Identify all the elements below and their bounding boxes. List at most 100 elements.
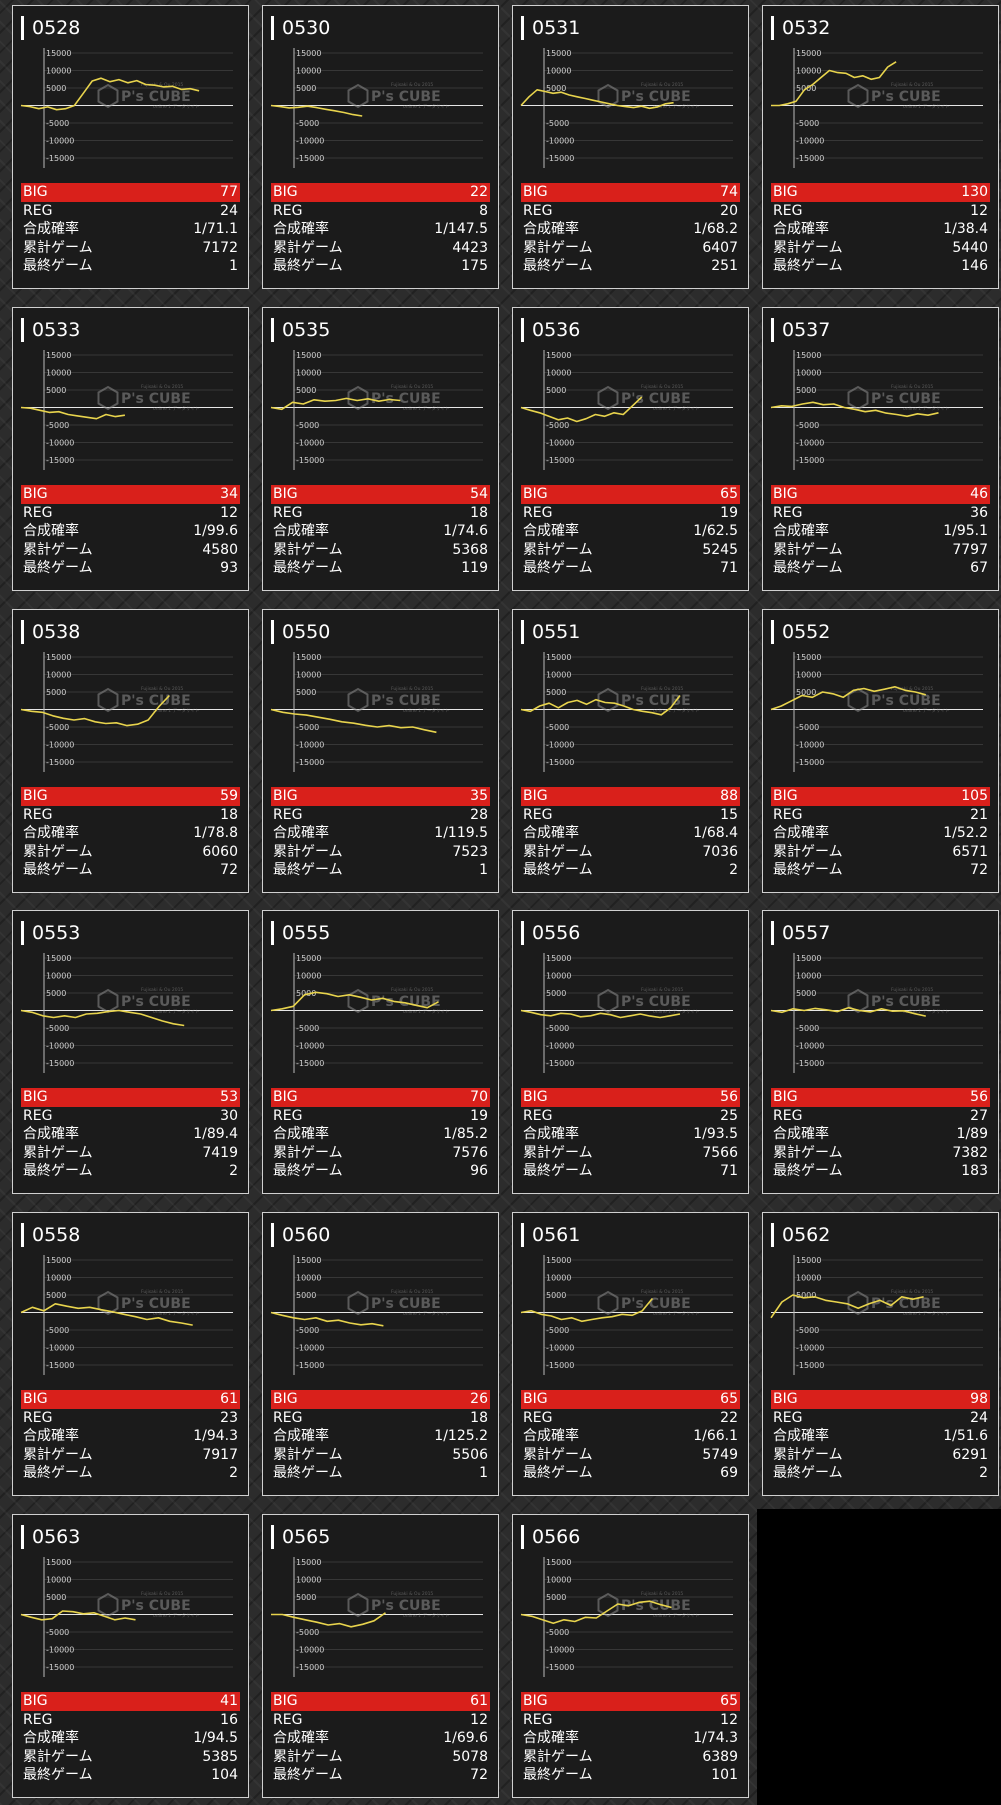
- stat-label: BIG: [23, 184, 48, 200]
- big-row: BIG 74: [521, 183, 740, 202]
- stat-label: BIG: [773, 1089, 798, 1105]
- y-tick-label: 10000: [296, 67, 321, 76]
- y-tick-label: 5000: [546, 688, 566, 697]
- y-tick-label: -5000: [796, 421, 819, 430]
- machine-card[interactable]: 0533 15000 10000 5000 -5000 -10000 -15000 P's C…: [12, 307, 249, 591]
- machine-card[interactable]: 0551 15000 10000 5000 -5000 -10000 -15000 P's C…: [512, 609, 749, 893]
- cube-icon: [597, 83, 619, 109]
- y-tick-label: -15000: [296, 1059, 324, 1068]
- machine-card[interactable]: 0561 15000 10000 5000 -5000 -10000 -15000 P's C…: [512, 1212, 749, 1496]
- stat-label: 最終ゲーム: [523, 1465, 593, 1481]
- machine-number: 0536: [521, 318, 580, 342]
- big-row: BIG 65: [521, 1692, 740, 1711]
- machine-card[interactable]: 0532 15000 10000 5000 -5000 -10000 -15000 P's C…: [762, 5, 999, 289]
- y-tick-label: 15000: [796, 351, 821, 360]
- machine-card[interactable]: 0538 15000 10000 5000 -5000 -10000 -15000 P's C…: [12, 609, 249, 893]
- y-tick-label: -5000: [46, 1024, 69, 1033]
- y-tick-label: -5000: [546, 421, 569, 430]
- y-tick-label: -10000: [546, 439, 574, 448]
- machine-card[interactable]: 0565 15000 10000 5000 -5000 -10000 -15000 P's C…: [262, 1514, 499, 1798]
- stat-value: 7036: [702, 843, 738, 860]
- stat-value: 96: [470, 1163, 488, 1179]
- stats-table: BIG 54 REG 18 合成確率 1/74.6 累計ゲーム 5368 最終ゲーム 119: [271, 485, 490, 578]
- y-tick-label: -10000: [296, 1042, 324, 1051]
- stat-value: 20: [720, 202, 738, 219]
- machine-card[interactable]: 0558 15000 10000 5000 -5000 -10000 -15000 P's C…: [12, 1212, 249, 1496]
- machine-card[interactable]: 0556 15000 10000 5000 -5000 -10000 -15000 P's C…: [512, 910, 749, 1194]
- stat-value: 46: [970, 486, 988, 502]
- watermark-subtext: Fujisaki & Ou 2015: [891, 1289, 933, 1295]
- y-tick-label: 5000: [546, 386, 566, 395]
- big-row: BIG 41: [21, 1692, 240, 1711]
- stat-label: 累計ゲーム: [773, 541, 843, 558]
- slump-line: [20, 1610, 136, 1621]
- cube-icon: [847, 83, 869, 109]
- machine-card[interactable]: 0553 15000 10000 5000 -5000 -10000 -15000 P's C…: [12, 910, 249, 1194]
- machine-card[interactable]: 0550 15000 10000 5000 -5000 -10000 -15000 P's C…: [262, 609, 499, 893]
- machine-number: 0552: [771, 620, 830, 644]
- machine-card[interactable]: 0535 15000 10000 5000 -5000 -10000 -15000 P's C…: [262, 307, 499, 591]
- machine-card[interactable]: 0536 15000 10000 5000 -5000 -10000 -15000 P's C…: [512, 307, 749, 591]
- stat-value: 7419: [202, 1144, 238, 1161]
- combined-rate-row: 合成確率 1/147.5: [271, 220, 490, 239]
- watermark-subtext: Fujisaki & Ou 2015: [641, 987, 683, 993]
- last-game-row: 最終ゲーム 71: [521, 559, 740, 578]
- stat-value: 7797: [952, 541, 988, 558]
- big-row: BIG 46: [771, 485, 990, 504]
- stat-value: 1/94.5: [193, 1730, 238, 1746]
- y-tick-label: -15000: [546, 456, 574, 465]
- machine-card[interactable]: 0530 15000 10000 5000 -5000 -10000 -15000 P's C…: [262, 5, 499, 289]
- stat-label: BIG: [773, 1391, 798, 1407]
- stat-value: 101: [711, 1767, 738, 1783]
- machine-card[interactable]: 0566 15000 10000 5000 -5000 -10000 -15000 P's C…: [512, 1514, 749, 1798]
- stat-label: 最終ゲーム: [23, 1163, 93, 1179]
- stats-table: BIG 65 REG 19 合成確率 1/62.5 累計ゲーム 5245 最終ゲーム 71: [521, 485, 740, 578]
- watermark-subtext: online 1 データサイト: [653, 1008, 699, 1015]
- stat-label: BIG: [273, 184, 298, 200]
- machine-card[interactable]: 0555 15000 10000 5000 -5000 -10000 -15000 P's C…: [262, 910, 499, 1194]
- stats-table: BIG 98 REG 24 合成確率 1/51.6 累計ゲーム 6291 最終ゲーム 2: [771, 1390, 990, 1483]
- stats-table: BIG 56 REG 25 合成確率 1/93.5 累計ゲーム 7566 最終ゲーム 71: [521, 1088, 740, 1181]
- machine-card[interactable]: 0563 15000 10000 5000 -5000 -10000 -15000 P's C…: [12, 1514, 249, 1798]
- y-tick-label: 15000: [296, 351, 321, 360]
- stat-value: 8: [479, 202, 488, 219]
- y-tick-label: 10000: [546, 1274, 571, 1283]
- stat-label: 最終ゲーム: [273, 560, 343, 576]
- reg-row: REG 21: [771, 806, 990, 825]
- total-games-row: 累計ゲーム 7419: [21, 1144, 240, 1163]
- stat-label: 合成確率: [23, 1428, 79, 1444]
- stat-value: 24: [970, 1409, 988, 1426]
- total-games-row: 累計ゲーム 7172: [21, 239, 240, 258]
- empty-area: [757, 1509, 1001, 1805]
- stats-table: BIG 35 REG 28 合成確率 1/119.5 累計ゲーム 7523 最終ゲーム 1: [271, 787, 490, 880]
- machine-number: 0556: [521, 921, 580, 945]
- machine-card[interactable]: 0528 15000 10000 5000 -5000 -10000 -15000 P's C…: [12, 5, 249, 289]
- machine-card[interactable]: 0537 15000 10000 5000 -5000 -10000 -15000 P's C…: [762, 307, 999, 591]
- y-tick-label: -15000: [796, 154, 824, 163]
- stat-label: 累計ゲーム: [273, 541, 343, 558]
- machine-card[interactable]: 0552 15000 10000 5000 -5000 -10000 -15000 P's C…: [762, 609, 999, 893]
- machine-number: 0533: [21, 318, 80, 342]
- machine-card[interactable]: 0560 15000 10000 5000 -5000 -10000 -15000 P's C…: [262, 1212, 499, 1496]
- stat-label: REG: [23, 1711, 53, 1728]
- stat-label: REG: [773, 806, 803, 823]
- machine-card[interactable]: 0557 15000 10000 5000 -5000 -10000 -15000 P's C…: [762, 910, 999, 1194]
- watermark-subtext: online 1 データサイト: [403, 707, 449, 714]
- y-tick-label: -10000: [46, 1646, 74, 1655]
- machine-card[interactable]: 0562 15000 10000 5000 -5000 -10000 -15000 P's C…: [762, 1212, 999, 1496]
- machine-number: 0565: [271, 1525, 330, 1549]
- stat-label: REG: [773, 202, 803, 219]
- y-tick-label: -10000: [46, 1042, 74, 1051]
- machine-card[interactable]: 0531 15000 10000 5000 -5000 -10000 -15000 P's C…: [512, 5, 749, 289]
- watermark-subtext: Fujisaki & Ou 2015: [391, 1289, 433, 1295]
- stat-value: 56: [970, 1089, 988, 1105]
- y-tick-label: 15000: [46, 954, 71, 963]
- total-games-row: 累計ゲーム 7382: [771, 1144, 990, 1163]
- reg-row: REG 23: [21, 1409, 240, 1428]
- y-tick-label: 10000: [296, 671, 321, 680]
